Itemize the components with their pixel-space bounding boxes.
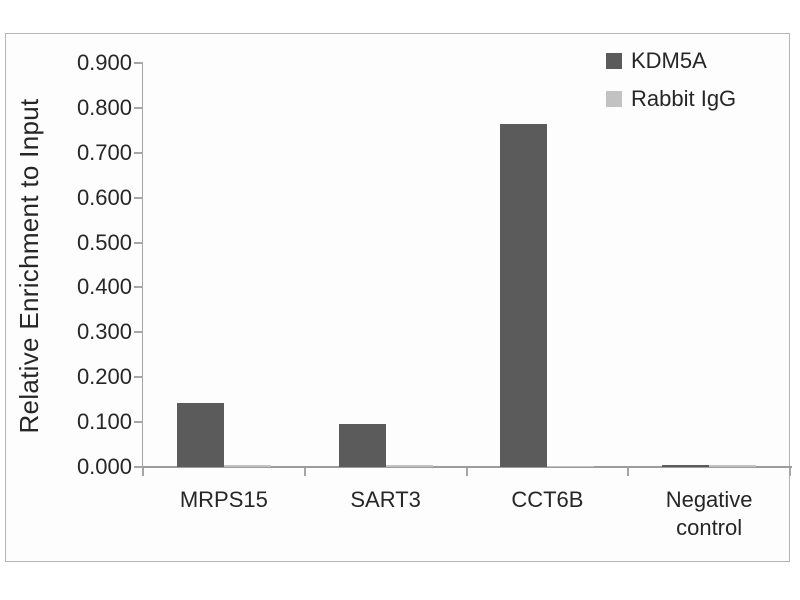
legend-item-rabbit-igg: Rabbit IgG: [606, 86, 736, 112]
bar-kdm5a: [176, 402, 224, 467]
x-tick-mark: [789, 468, 791, 476]
bar-rabbit-igg: [547, 466, 595, 467]
y-tick-mark: [134, 106, 143, 109]
bar-kdm5a: [338, 423, 386, 467]
y-tick-mark: [134, 241, 143, 244]
x-category-label: CCT6B: [511, 487, 584, 512]
x-category-label: SART3: [350, 487, 421, 512]
y-tick-mark: [134, 286, 143, 289]
legend-label: Rabbit IgG: [631, 86, 737, 111]
legend-swatch-icon: [606, 53, 622, 69]
bar-rabbit-igg: [709, 465, 757, 467]
chart-frame: [5, 33, 790, 562]
y-tick-label: 0.900: [76, 50, 132, 75]
x-tick-mark: [303, 468, 306, 476]
legend-item-kdm5a: KDM5A: [606, 48, 736, 74]
y-tick-label: 0.500: [76, 229, 132, 255]
bar-kdm5a: [500, 123, 548, 467]
y-tick-label: 0.200: [76, 364, 132, 390]
y-tick-mark: [134, 331, 143, 334]
legend: KDM5A Rabbit IgG: [606, 48, 736, 124]
y-tick-label: 0.300: [76, 319, 132, 345]
x-axis-line: [142, 466, 792, 468]
y-tick-mark: [134, 62, 143, 64]
y-tick-label: 0.700: [76, 139, 132, 165]
y-axis-line: [142, 63, 143, 468]
y-tick-mark: [134, 421, 143, 424]
x-tick-mark: [465, 468, 468, 476]
y-tick-label: 0.800: [76, 94, 132, 120]
y-tick-label: 0.400: [76, 274, 132, 300]
bar-rabbit-igg: [385, 464, 433, 467]
bar-rabbit-igg: [223, 464, 271, 467]
y-tick-label: 0.600: [76, 184, 132, 210]
plot-area: [143, 63, 790, 467]
legend-swatch-icon: [606, 91, 622, 107]
y-tick-mark: [134, 151, 143, 154]
y-tick-label: 0.000: [76, 454, 132, 479]
x-category-label: Negative control: [665, 487, 753, 540]
x-tick-mark: [627, 468, 630, 476]
x-tick-mark: [142, 468, 144, 476]
legend-label: KDM5A: [631, 48, 707, 73]
x-category-label: MRPS15: [179, 487, 268, 512]
y-axis-title: Relative Enrichment to Input: [14, 98, 44, 434]
y-tick-mark: [134, 196, 143, 199]
y-tick-mark: [134, 376, 143, 379]
bar-kdm5a: [662, 465, 710, 467]
y-tick-mark: [134, 466, 143, 468]
y-tick-label: 0.100: [76, 409, 132, 435]
